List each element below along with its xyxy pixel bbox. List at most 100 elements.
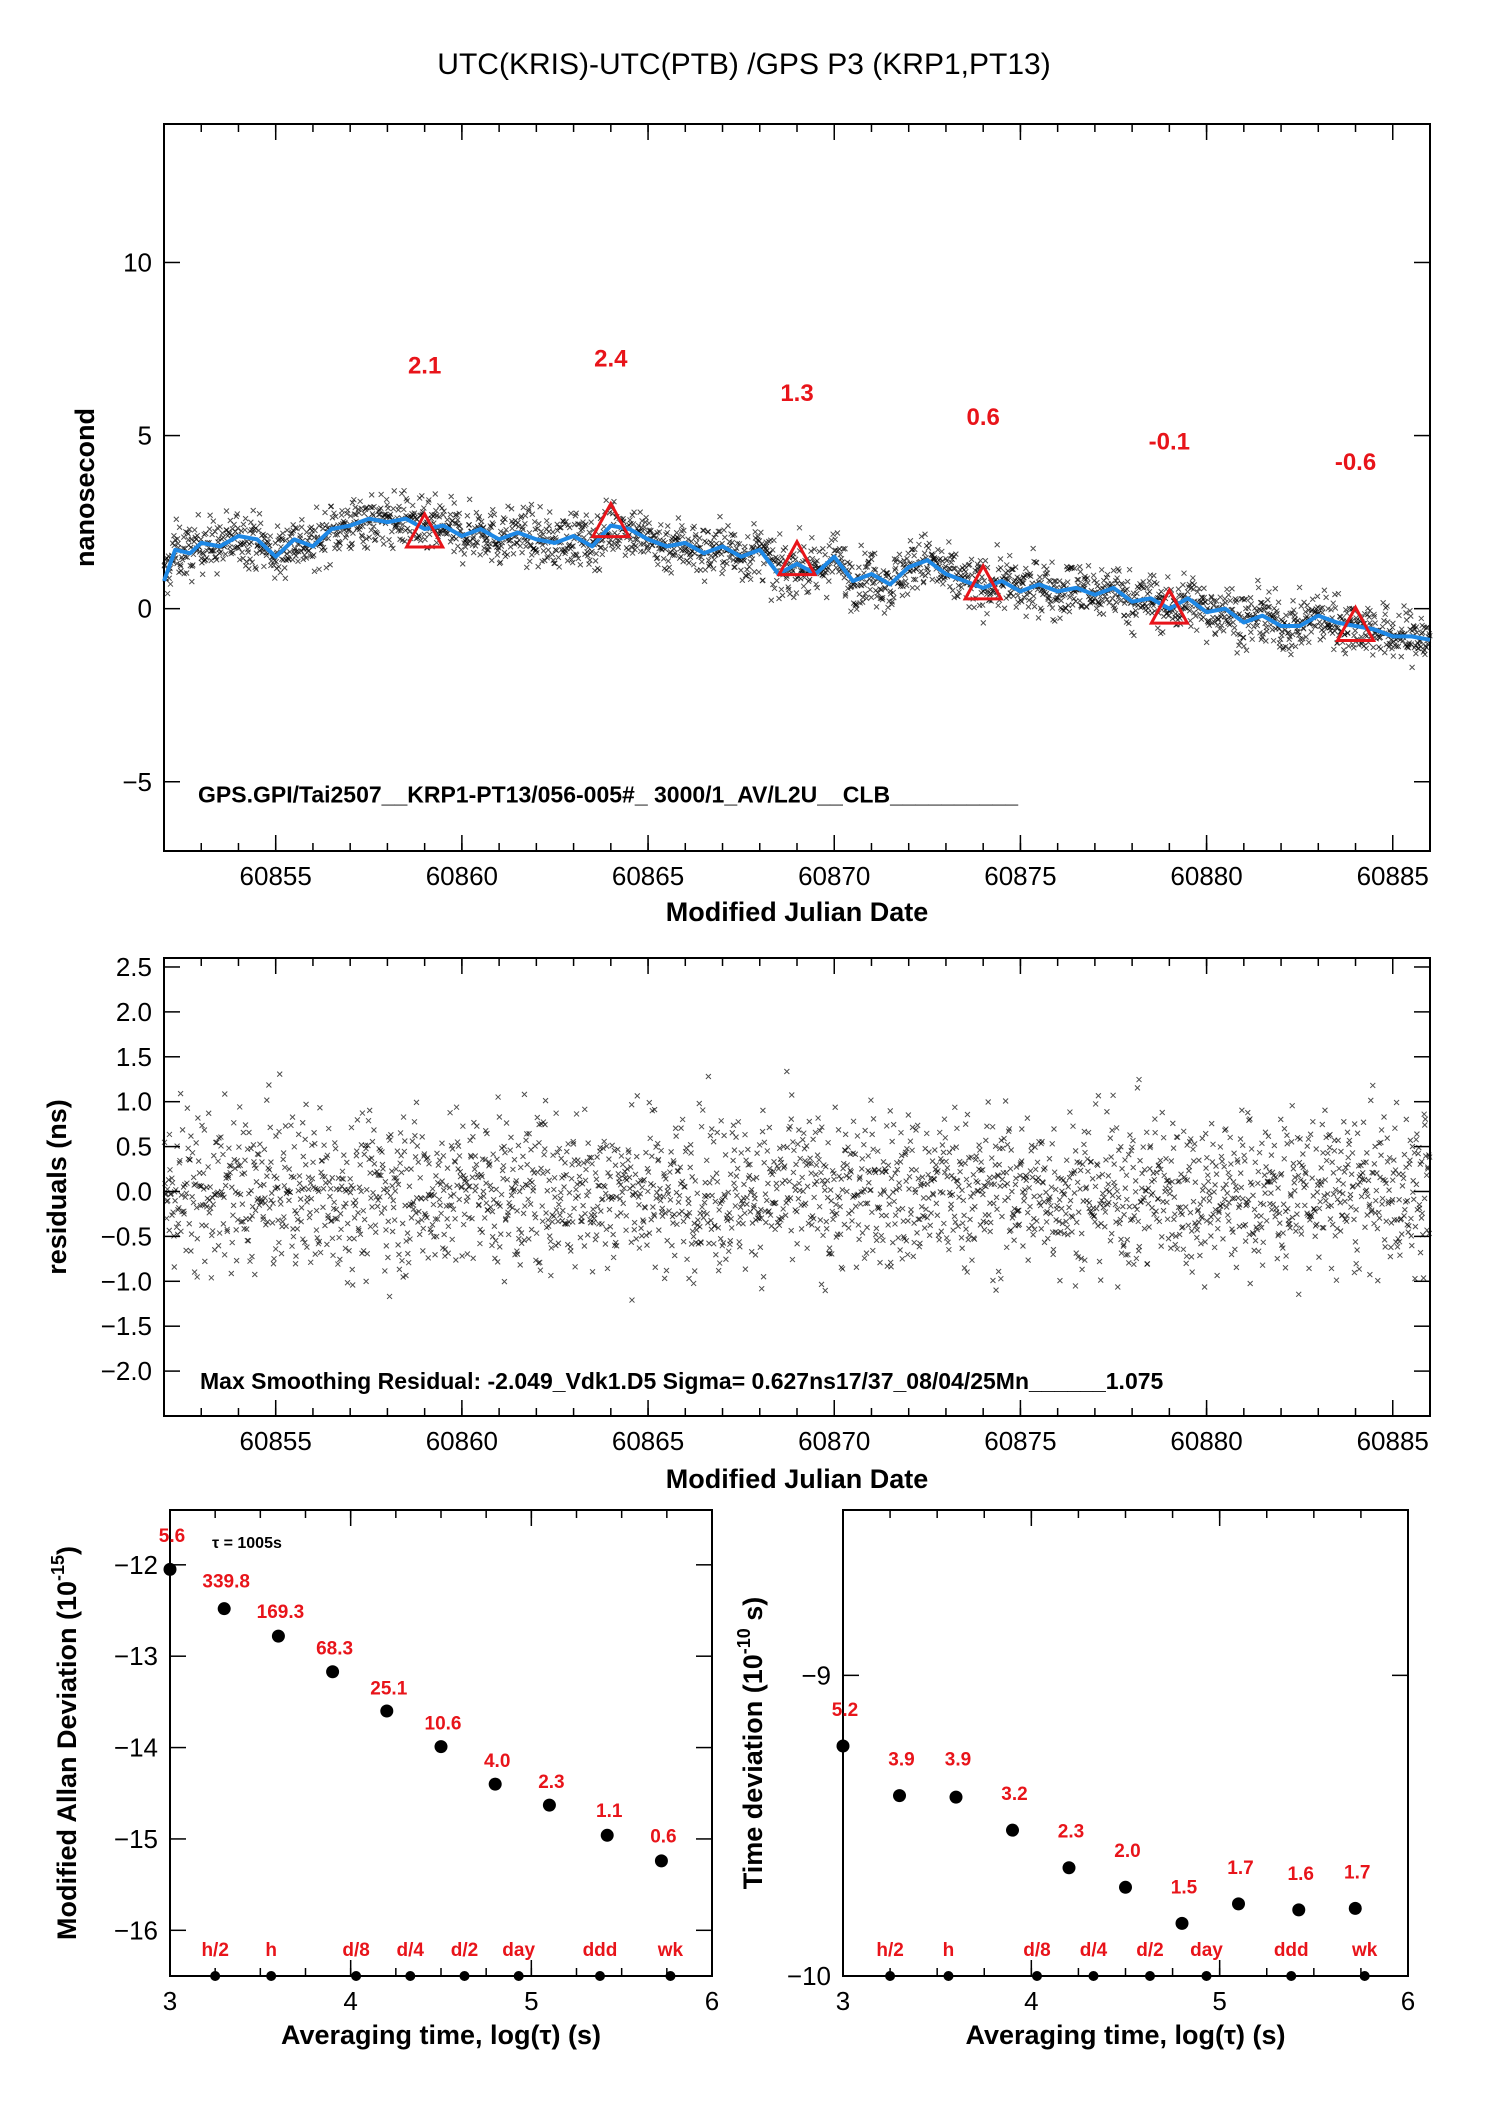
residual-point: [400, 1221, 405, 1226]
residual-point: [220, 1152, 225, 1157]
top-raw-point: [1050, 560, 1055, 565]
top-raw-point: [524, 565, 529, 570]
residual-point: [1357, 1267, 1362, 1272]
residual-point: [465, 1251, 470, 1256]
top-raw-point: [692, 524, 697, 529]
residual-point: [226, 1146, 231, 1151]
top-raw-point: [747, 564, 752, 569]
top-raw-point: [1126, 621, 1131, 626]
residual-point: [1308, 1132, 1313, 1137]
residual-point: [349, 1125, 354, 1130]
residual-point: [1320, 1150, 1325, 1155]
residual-point: [303, 1162, 308, 1167]
residual-point: [925, 1181, 930, 1186]
residual-point: [173, 1198, 178, 1203]
top-raw-point: [200, 572, 205, 577]
top-raw-point: [826, 579, 831, 584]
residual-point: [690, 1174, 695, 1179]
residual-point: [1397, 1253, 1402, 1258]
residual-point: [757, 1142, 762, 1147]
residual-point: [250, 1213, 255, 1218]
top-raw-point: [520, 550, 525, 555]
residual-point: [1378, 1140, 1383, 1145]
residual-point: [515, 1208, 520, 1213]
top-raw-point: [177, 525, 182, 530]
top-raw-point: [502, 517, 507, 522]
top-raw-point: [655, 562, 660, 567]
residual-point: [402, 1138, 407, 1143]
top-raw-point: [227, 544, 232, 549]
residuals-x-tick-label: 60855: [240, 1426, 312, 1456]
residual-point: [632, 1227, 637, 1232]
top-raw-point: [1111, 568, 1116, 573]
residual-point: [540, 1204, 545, 1209]
residual-point: [1075, 1180, 1080, 1185]
top-raw-point: [1336, 591, 1341, 596]
residual-point: [624, 1213, 629, 1218]
top-raw-point: [223, 552, 228, 557]
residual-point: [1067, 1175, 1072, 1180]
top-raw-point: [1101, 612, 1106, 617]
residual-point: [767, 1125, 772, 1130]
top-raw-point: [1293, 644, 1298, 649]
residual-point: [916, 1176, 921, 1181]
top-raw-point: [547, 510, 552, 515]
residual-point: [318, 1250, 323, 1255]
residual-point: [281, 1157, 286, 1162]
top-raw-point: [529, 552, 534, 557]
top-raw-point: [1264, 629, 1269, 634]
residual-point: [603, 1241, 608, 1246]
residual-point: [268, 1160, 273, 1165]
residual-point: [543, 1122, 548, 1127]
top-raw-point: [647, 521, 652, 526]
residual-point: [418, 1175, 423, 1180]
top-raw-point: [900, 593, 905, 598]
residuals-y-axis-label: residuals (ns): [42, 1099, 72, 1275]
residual-point: [982, 1227, 987, 1232]
residual-point: [742, 1211, 747, 1216]
residual-point: [1000, 1146, 1005, 1151]
top-raw-point: [1031, 546, 1036, 551]
residual-point: [246, 1130, 251, 1135]
residual-point: [1246, 1197, 1251, 1202]
residual-point: [450, 1237, 455, 1242]
top-raw-point: [638, 510, 643, 515]
residual-point: [328, 1186, 333, 1191]
residual-point: [282, 1183, 287, 1188]
residual-point: [261, 1217, 266, 1222]
top-raw-point: [518, 543, 523, 548]
residual-point: [551, 1153, 556, 1158]
top-raw-point: [1373, 621, 1378, 626]
residual-point: [1115, 1207, 1120, 1212]
top-raw-point: [1309, 629, 1314, 634]
residual-point: [522, 1238, 527, 1243]
residual-point: [718, 1236, 723, 1241]
residual-point: [1378, 1175, 1383, 1180]
residual-point: [1078, 1187, 1083, 1192]
residual-point: [1220, 1202, 1225, 1207]
residual-point: [1346, 1155, 1351, 1160]
top-raw-point: [567, 525, 572, 530]
residual-point: [679, 1126, 684, 1131]
residual-point: [896, 1235, 901, 1240]
top-raw-point: [666, 558, 671, 563]
residual-point: [673, 1126, 678, 1131]
residual-point: [1236, 1195, 1241, 1200]
residual-point: [651, 1183, 656, 1188]
residual-point: [337, 1257, 342, 1262]
residual-point: [1104, 1109, 1109, 1114]
residual-point: [968, 1217, 973, 1222]
top-raw-point: [244, 559, 249, 564]
residual-point: [1195, 1227, 1200, 1232]
residual-point: [658, 1198, 663, 1203]
residual-point: [1226, 1219, 1231, 1224]
residual-point: [508, 1135, 513, 1140]
residual-point: [502, 1279, 507, 1284]
top-raw-point: [488, 513, 493, 518]
top-raw-point: [536, 564, 541, 569]
residual-point: [491, 1152, 496, 1157]
top-raw-point: [1067, 595, 1072, 600]
residual-point: [167, 1132, 172, 1137]
residual-point: [397, 1267, 402, 1272]
residual-point: [1252, 1207, 1257, 1212]
